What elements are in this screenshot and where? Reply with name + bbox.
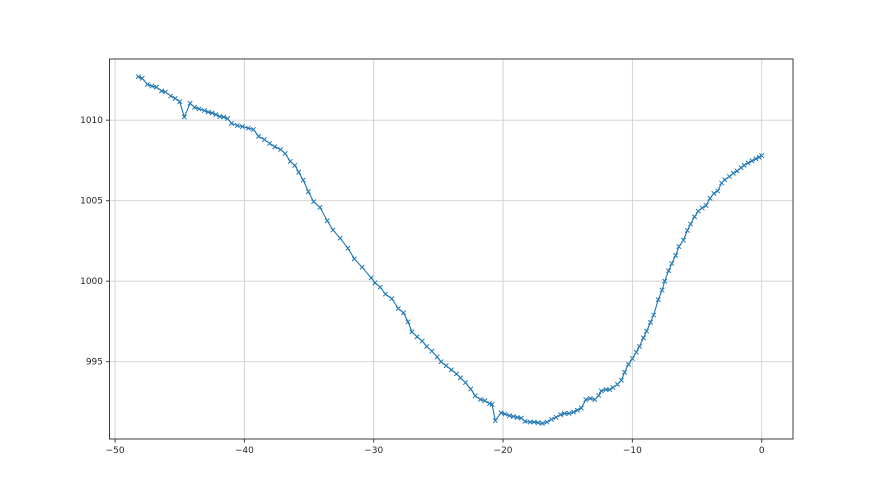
y-tick-label: 1000 [80, 277, 103, 287]
y-tick-label: 1010 [80, 116, 103, 126]
y-tick-label: 995 [86, 358, 103, 368]
x-tick-label: −40 [235, 446, 254, 456]
x-tick-label: −50 [106, 446, 125, 456]
x-tick-label: 0 [759, 446, 765, 456]
y-tick-label: 1005 [80, 197, 103, 207]
x-tick-label: −20 [494, 446, 513, 456]
data-point-markers [135, 74, 765, 426]
x-tick-label: −30 [364, 446, 383, 456]
axes-spines [109, 58, 794, 440]
x-tick-label: −10 [623, 446, 642, 456]
